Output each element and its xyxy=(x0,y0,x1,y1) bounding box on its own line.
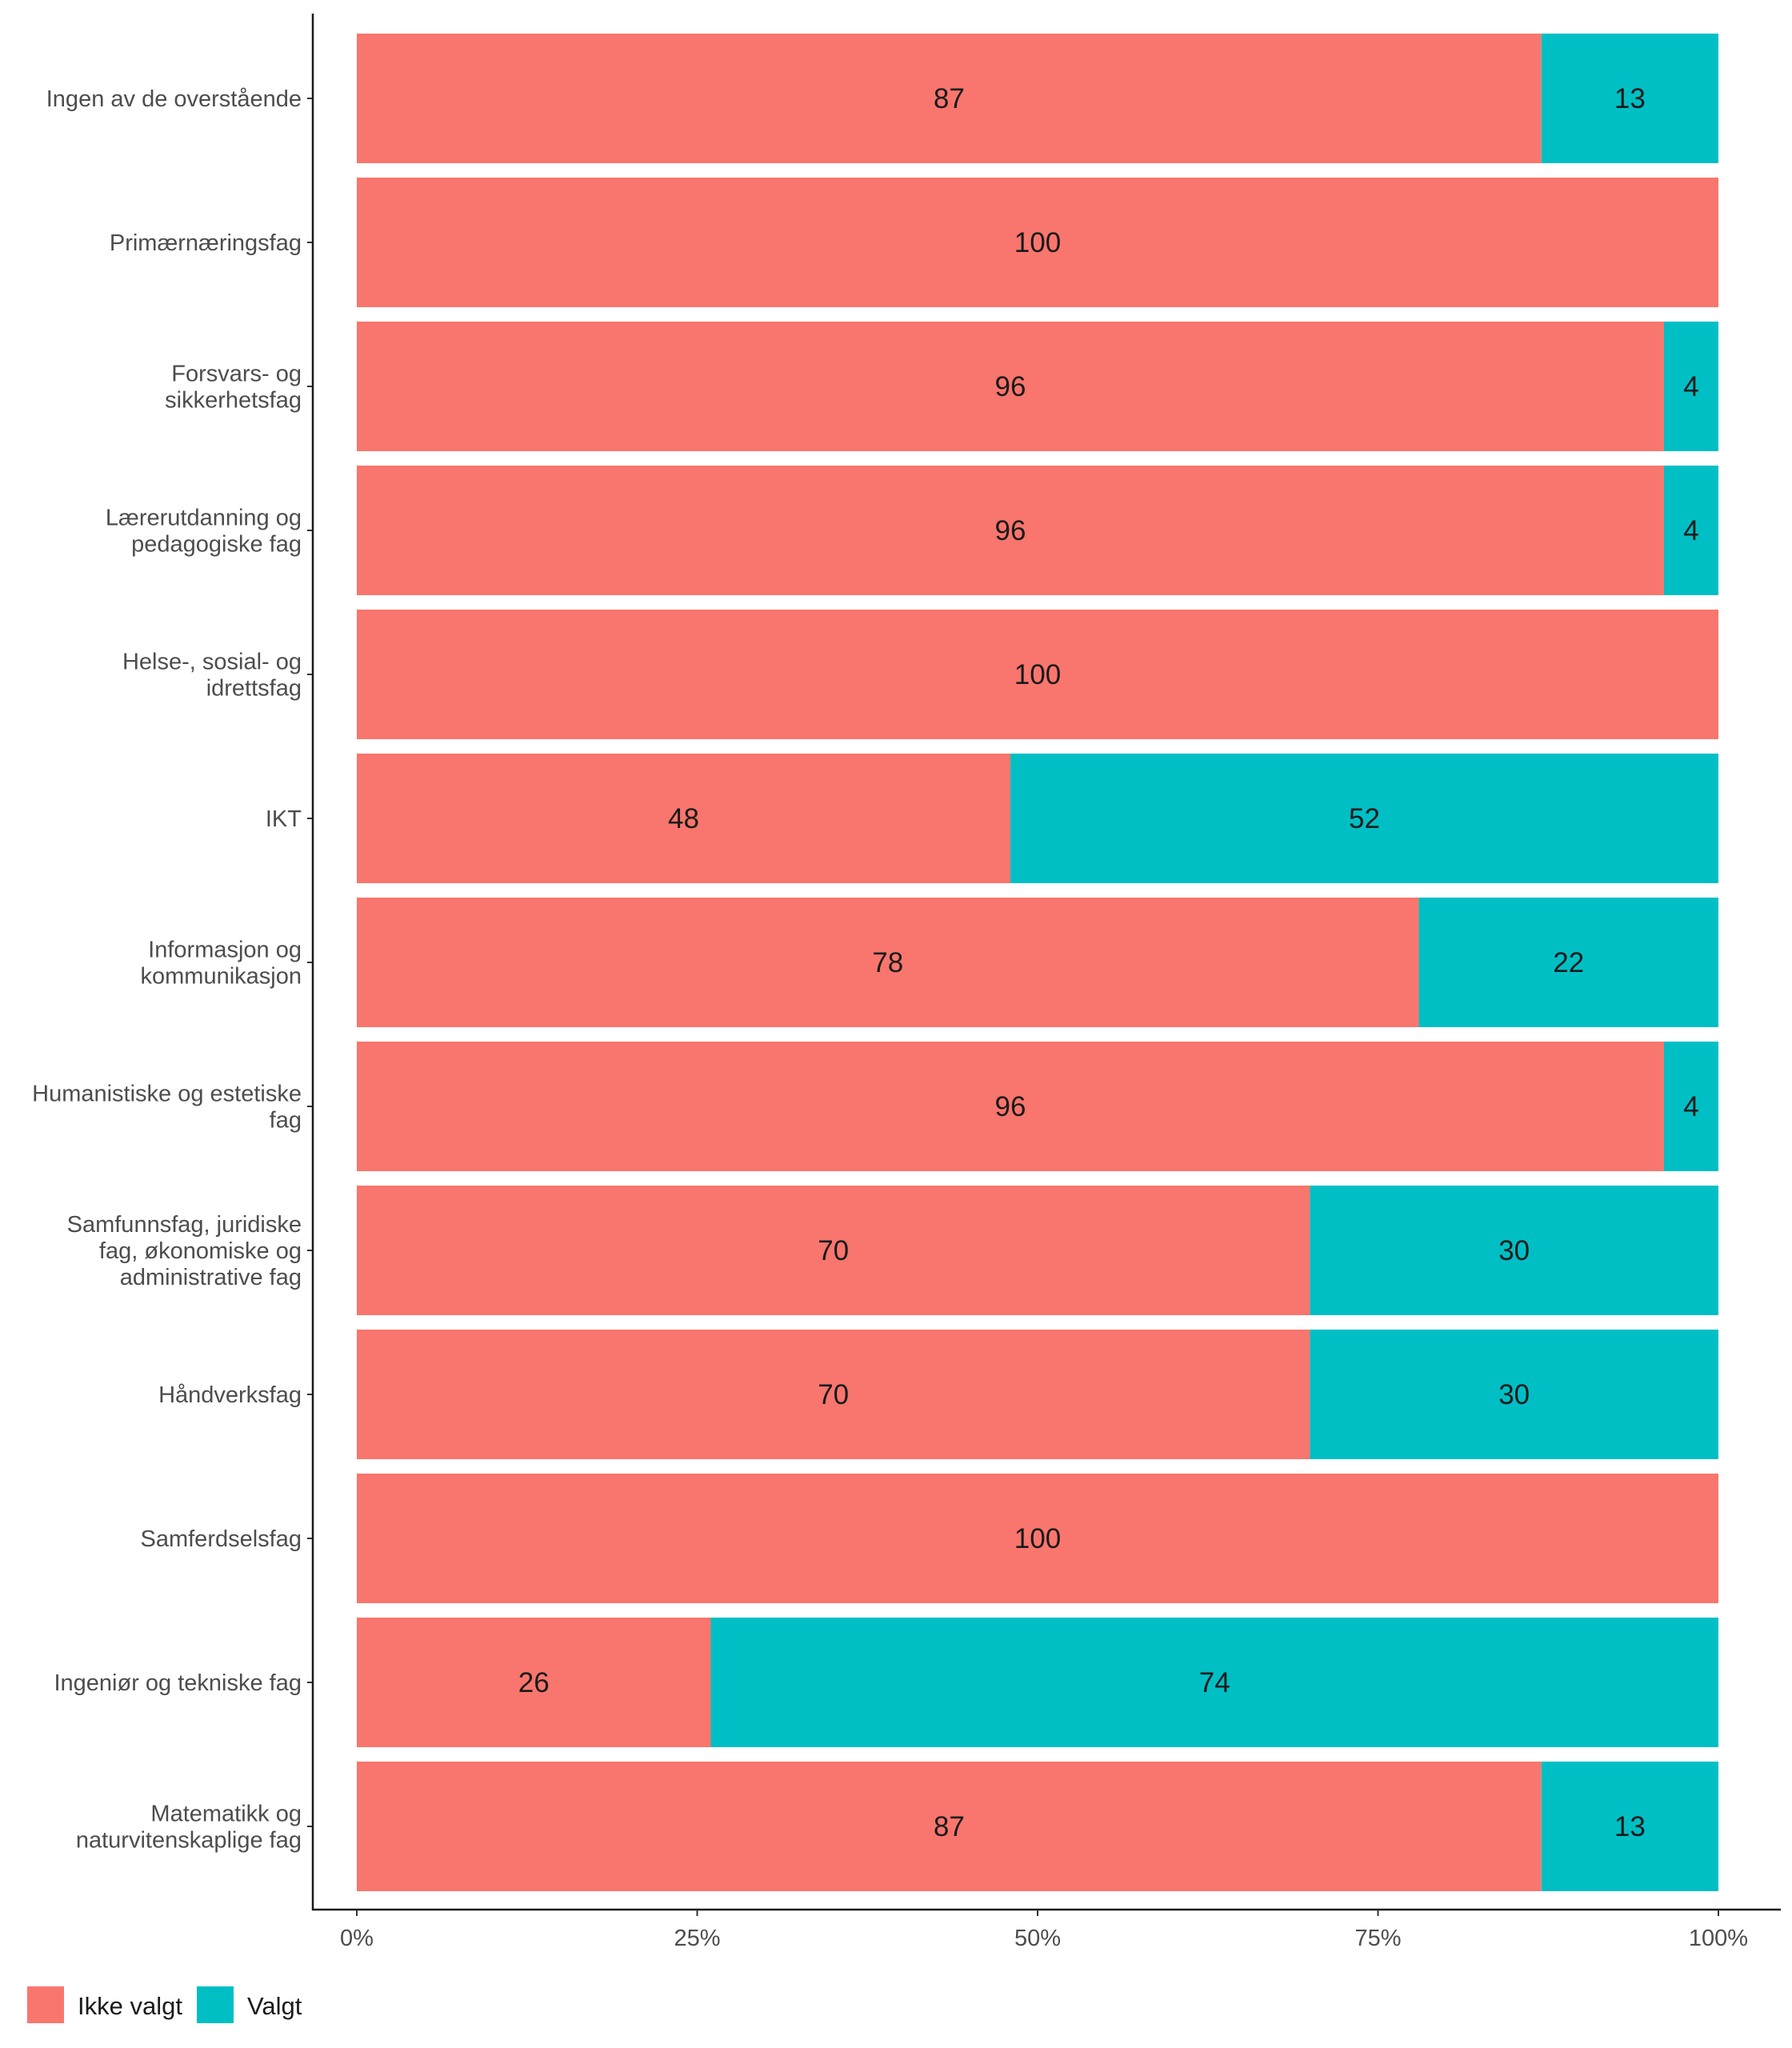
bar-value-label: 4 xyxy=(1683,371,1698,402)
bar-ikke-valgt xyxy=(357,1186,1310,1315)
category-label: Forsvars- og sikkerhetsfag xyxy=(165,362,302,414)
bar-value-label: 87 xyxy=(934,1811,965,1842)
bar-value-label: 52 xyxy=(1349,803,1380,834)
x-tick-label: 0% xyxy=(340,1926,374,1951)
bar-value-label: 96 xyxy=(994,1091,1026,1122)
category-label: IKT xyxy=(266,806,302,832)
bar-value-label: 30 xyxy=(1498,1379,1530,1410)
bar-value-label: 4 xyxy=(1683,515,1698,546)
bar-valgt xyxy=(1541,1762,1718,1891)
category-label: Samfunnsfag, juridiske fag, økonomiske og… xyxy=(67,1212,302,1290)
bar-ikke-valgt xyxy=(357,178,1718,307)
bar-ikke-valgt xyxy=(357,34,1542,163)
category-label: Primærnæringsfag xyxy=(110,230,302,256)
bar-valgt xyxy=(1310,1330,1718,1459)
bar-ikke-valgt xyxy=(357,610,1718,739)
bar-valgt xyxy=(1310,1186,1718,1315)
category-label: Ingen av de overstående xyxy=(46,86,302,112)
legend-label: Valgt xyxy=(247,1992,302,2020)
bar-ikke-valgt xyxy=(357,1330,1310,1459)
bar-ikke-valgt xyxy=(357,1762,1542,1891)
bar-value-label: 30 xyxy=(1498,1235,1530,1266)
bar-labels-group: 87 13 100 96 4 96 4 100 48 52 78 22 96 4 70 30 70 30 100 26… xyxy=(518,83,1699,1842)
category-label: Matematikk og naturvitenskaplige fag xyxy=(76,1802,302,1854)
bar-value-label: 70 xyxy=(818,1235,849,1266)
legend-label: Ikke valgt xyxy=(78,1992,182,2020)
bar-valgt xyxy=(1418,898,1718,1027)
category-label: Ingeniør og tekniske fag xyxy=(54,1670,302,1696)
bar-ikke-valgt xyxy=(357,898,1419,1027)
category-label: Humanistiske og estetiske fag xyxy=(32,1082,302,1134)
bar-value-label: 78 xyxy=(872,947,903,978)
x-tick-label: 50% xyxy=(1014,1926,1061,1951)
bar-value-label: 96 xyxy=(994,371,1026,402)
bar-value-label: 74 xyxy=(1199,1667,1230,1698)
bar-value-label: 100 xyxy=(1014,659,1061,690)
bar-ikke-valgt xyxy=(357,1474,1718,1603)
category-label: Lærerutdanning og pedagogiske fag xyxy=(106,506,302,558)
legend-swatch xyxy=(197,1986,234,2023)
x-tick-label: 100% xyxy=(1689,1926,1748,1951)
bar-value-label: 70 xyxy=(818,1379,849,1410)
bar-value-label: 100 xyxy=(1014,1523,1061,1554)
bar-value-label: 13 xyxy=(1614,1811,1646,1842)
bar-valgt xyxy=(1663,466,1718,595)
bar-ikke-valgt xyxy=(357,322,1664,451)
bar-value-label: 13 xyxy=(1614,83,1646,114)
bar-valgt xyxy=(710,1618,1718,1747)
category-label: Informasjon og kommunikasjon xyxy=(141,938,302,990)
bar-value-label: 22 xyxy=(1553,947,1584,978)
category-label: Helse-, sosial- og idrettsfag xyxy=(122,650,302,702)
bar-valgt xyxy=(1663,1042,1718,1171)
axes-group: 0% 25% 50% 75% 100% xyxy=(307,14,1781,1951)
bar-value-label: 26 xyxy=(518,1667,550,1698)
bar-value-label: 87 xyxy=(934,83,965,114)
x-tick-label: 25% xyxy=(674,1926,720,1951)
bar-valgt xyxy=(1010,754,1718,883)
bar-value-label: 4 xyxy=(1683,1091,1698,1122)
bar-ikke-valgt xyxy=(357,754,1010,883)
x-tick-label: 75% xyxy=(1354,1926,1401,1951)
bar-value-label: 48 xyxy=(668,803,699,834)
bar-ikke-valgt xyxy=(357,1618,711,1747)
bar-valgt xyxy=(1541,34,1718,163)
bar-value-label: 96 xyxy=(994,515,1026,546)
bar-valgt xyxy=(1663,322,1718,451)
bars-group xyxy=(357,34,1718,1891)
category-label: Samferdselsfag xyxy=(141,1526,302,1552)
bar-ikke-valgt xyxy=(357,1042,1664,1171)
legend: Ikke valgt Valgt xyxy=(27,1986,302,2023)
bar-value-label: 100 xyxy=(1014,227,1061,258)
category-labels-group: Ingen av de overstående Primærnæringsfag F… xyxy=(32,86,302,1854)
category-label: Håndverksfag xyxy=(158,1382,302,1408)
legend-swatch xyxy=(27,1986,64,2023)
bar-ikke-valgt xyxy=(357,466,1664,595)
